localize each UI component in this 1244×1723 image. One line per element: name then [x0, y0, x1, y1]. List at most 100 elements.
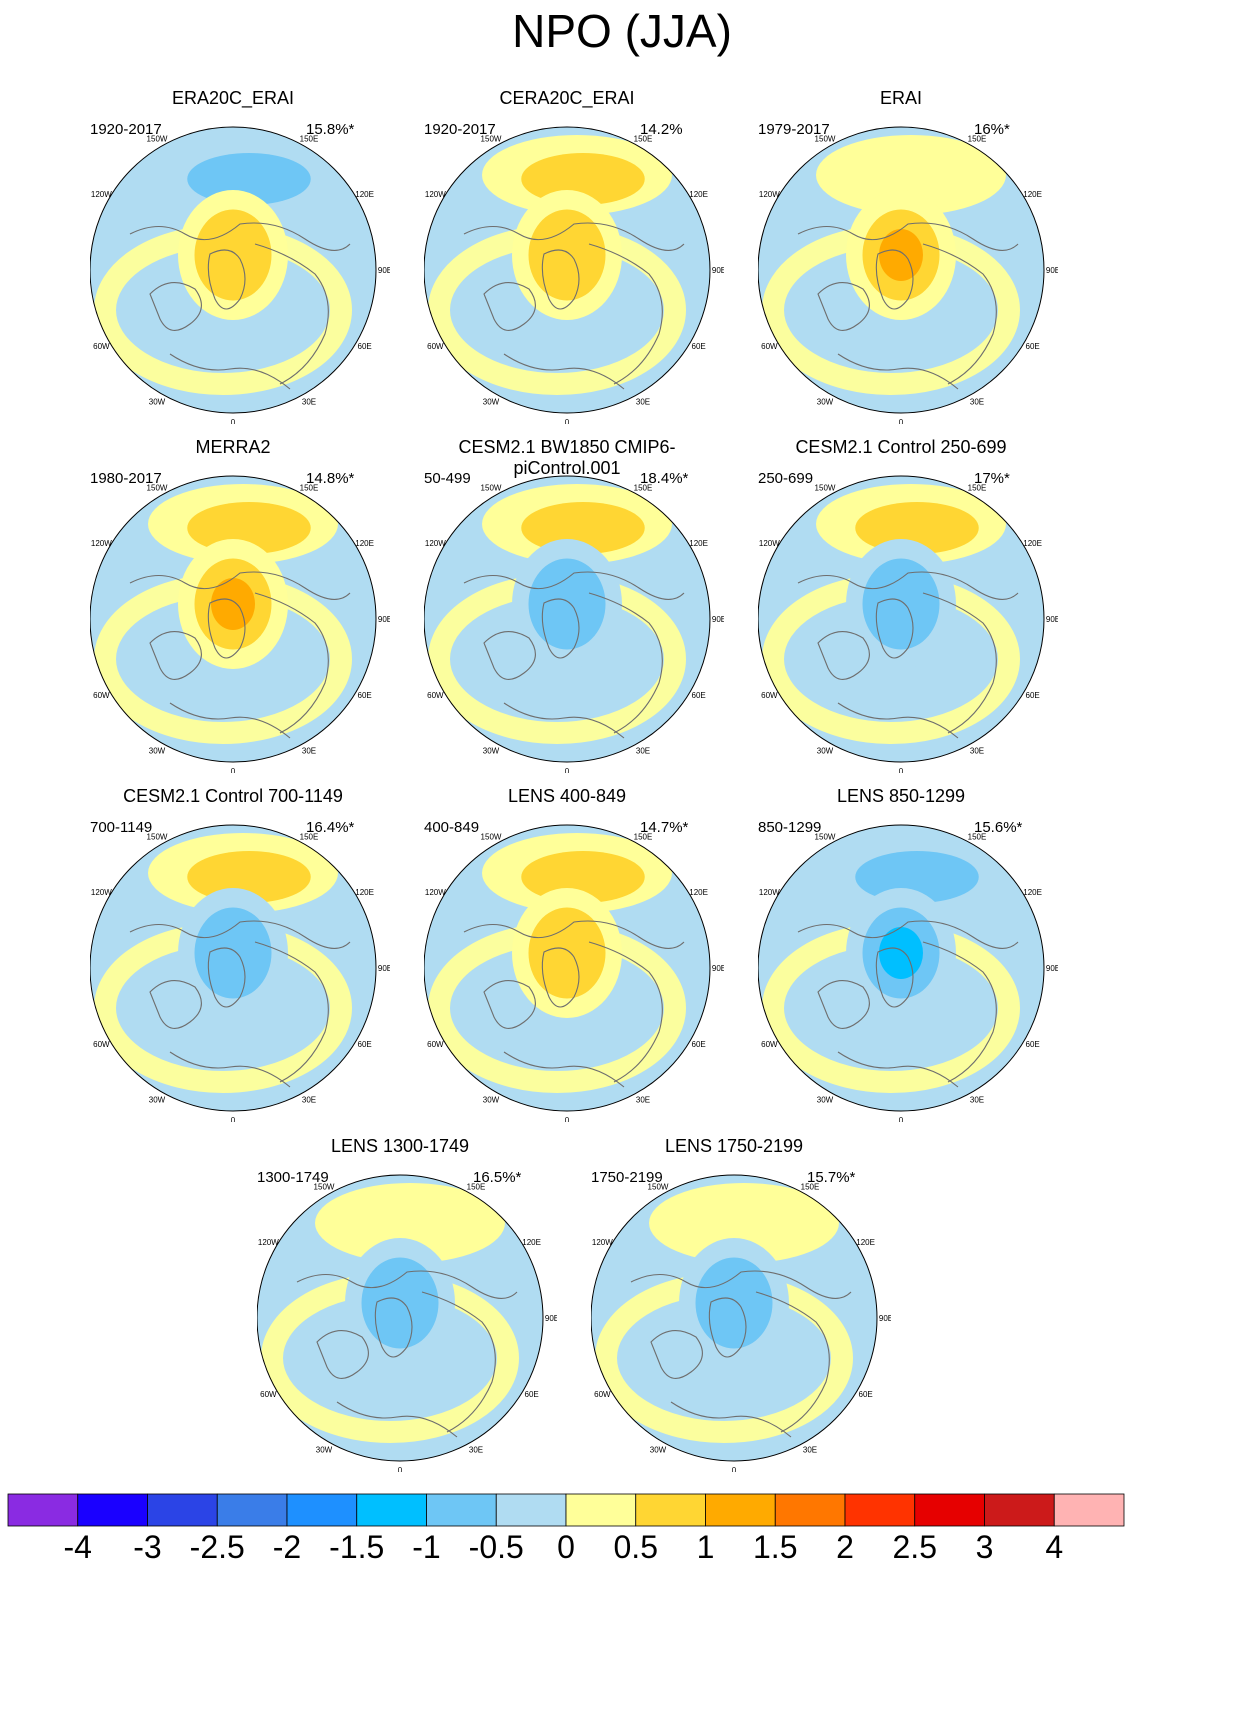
panel-title: LENS 400-849: [507, 786, 627, 806]
pacific-anomaly-contour: [315, 1183, 505, 1263]
panel-period: 50-499: [424, 470, 471, 487]
longitude-label: 150E: [634, 832, 653, 841]
panel-variance: 17%*: [974, 470, 1010, 487]
map-panel: LENS 850-1299850-129915.6%*180150E120E90…: [758, 786, 1118, 1166]
longitude-label: 120W: [759, 539, 780, 548]
panel-title: CERA20C_ERAI: [499, 88, 635, 108]
coastline: [254, 243, 329, 385]
longitude-label: 30W: [316, 1446, 333, 1455]
coastline: [541, 947, 580, 1008]
coastline: [207, 598, 246, 659]
longitude-label: 0: [565, 418, 570, 424]
longitude-label: 30E: [803, 1446, 817, 1455]
coastline: [169, 702, 291, 739]
coastline: [316, 1330, 369, 1379]
longitude-label: 150W: [648, 1182, 669, 1191]
longitude-label: 150W: [147, 483, 168, 492]
coastline: [129, 920, 351, 949]
longitude-label: 30E: [636, 398, 650, 407]
longitude-label: 60W: [260, 1390, 277, 1399]
longitude-label: 120W: [759, 888, 780, 897]
panel-period: 250-699: [758, 470, 814, 487]
colorbar-label: -2.5: [190, 1529, 245, 1565]
map-frame: [257, 1174, 544, 1462]
longitude-label: 120W: [258, 1238, 279, 1247]
panel-period: 700-1149: [90, 819, 153, 836]
longitude-label: 150W: [815, 483, 836, 492]
map-frame: [90, 824, 377, 1112]
panel-title: LENS 1300-1749: [330, 1136, 470, 1156]
longitude-label: 150E: [300, 483, 319, 492]
longitude-label: 120E: [355, 888, 374, 897]
longitude-label: 30E: [970, 398, 984, 407]
coastline: [149, 980, 202, 1029]
longitude-label: 150E: [300, 134, 319, 143]
longitude-label: 0: [899, 767, 904, 773]
polar-map: 180150E120E90E60E30E030W60W90W120W150W: [758, 475, 1058, 773]
longitude-label: 150E: [634, 483, 653, 492]
map-panel: CESM2.1 Control 700-1149700-114916.4%*18…: [90, 786, 450, 1166]
colorbar-label: -3: [133, 1529, 161, 1565]
longitude-label: 60E: [859, 1390, 873, 1399]
map-frame: [758, 475, 1045, 763]
pacific-anomaly-contour: [649, 1183, 839, 1263]
coastline: [483, 631, 536, 680]
map-frame: [424, 824, 711, 1112]
arctic-anomaly-contour: [194, 907, 272, 999]
longitude-label: 60W: [427, 342, 444, 351]
coastline: [922, 592, 997, 734]
longitude-label: 0: [231, 1116, 236, 1122]
coastline: [922, 941, 997, 1083]
coastline: [503, 702, 625, 739]
longitude-label: 150W: [481, 483, 502, 492]
panel-period: 1300-1749: [257, 1169, 329, 1186]
longitude-label: 150E: [467, 1182, 486, 1191]
coastline: [149, 282, 202, 331]
longitude-label: 120E: [355, 190, 374, 199]
colorbar-label: -2: [273, 1529, 301, 1565]
pacific-anomaly-contour: [855, 851, 979, 903]
panel-variance: 14.8%*: [306, 470, 355, 487]
panel-period: 1979-2017: [758, 121, 830, 138]
longitude-label: 120E: [355, 539, 374, 548]
longitude-label: 150W: [147, 832, 168, 841]
coastline: [503, 353, 625, 390]
coastline: [541, 249, 580, 310]
longitude-label: 120E: [689, 190, 708, 199]
longitude-label: 120E: [1023, 190, 1042, 199]
panel-period: 400-849: [424, 819, 480, 836]
longitude-label: 120E: [856, 1238, 875, 1247]
panel-variance: 16%*: [974, 121, 1010, 138]
coastline: [837, 702, 959, 739]
panel-period: 1750-2199: [591, 1169, 663, 1186]
longitude-label: 60W: [427, 691, 444, 700]
panel-title: CESM2.1 BW1850 CMIP6-piControl.001: [458, 437, 676, 478]
colorbar-label: -1.5: [329, 1529, 384, 1565]
longitude-label: 0: [899, 418, 904, 424]
longitude-label: 30W: [817, 398, 834, 407]
coastline: [837, 353, 959, 390]
panel-title: ERAI: [879, 88, 922, 108]
polar-map: 180150E120E90E60E30E030W60W90W120W150W: [758, 824, 1058, 1122]
longitude-label: 150E: [968, 134, 987, 143]
arctic-anomaly-contour: [528, 907, 606, 999]
longitude-label: 120W: [592, 1238, 613, 1247]
panel-period: 1920-2017: [424, 121, 496, 138]
coastline: [875, 947, 914, 1008]
panel-period: 850-1299: [758, 819, 822, 836]
longitude-label: 30E: [970, 1096, 984, 1105]
longitude-label: 0: [565, 767, 570, 773]
longitude-label: 60W: [761, 1040, 778, 1049]
coastline: [708, 1297, 747, 1358]
longitude-label: 120E: [1023, 888, 1042, 897]
longitude-label: 0: [732, 1466, 737, 1472]
polar-map: 180150E120E90E60E30E030W60W90W120W150W: [424, 824, 724, 1122]
longitude-label: 120W: [91, 539, 112, 548]
polar-map: 180150E120E90E60E30E030W60W90W120W150W: [424, 475, 724, 773]
colorbar-swatch: [1053, 1493, 1125, 1527]
coastline: [817, 282, 870, 331]
coastline: [336, 1401, 458, 1438]
coastline: [588, 592, 663, 734]
panel-variance: 15.6%*: [974, 819, 1023, 836]
colorbar-swatch: [77, 1493, 148, 1527]
